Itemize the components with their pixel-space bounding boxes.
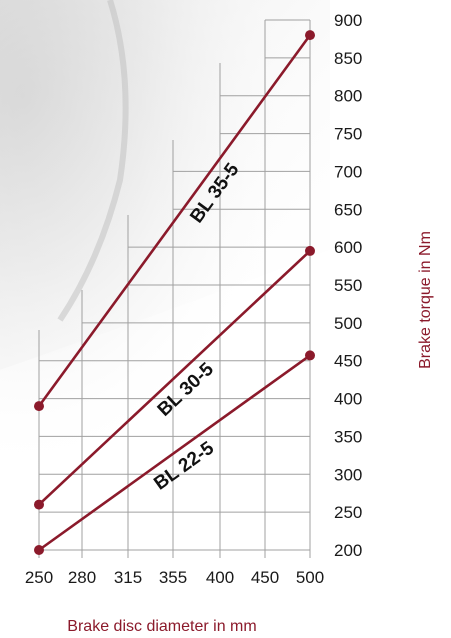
series-point [305, 245, 315, 256]
x-tick-label: 250 [25, 568, 53, 587]
series-point [34, 401, 44, 412]
y-tick-label: 650 [334, 200, 362, 219]
grid [38, 19, 311, 558]
series-line [37, 34, 312, 407]
y-tick-label: 350 [334, 427, 362, 446]
x-tick-label: 355 [159, 568, 187, 587]
y-tick-label: 500 [334, 314, 362, 333]
series-point [305, 30, 315, 41]
y-tick-label: 600 [334, 238, 362, 257]
series-point [34, 499, 44, 510]
series-point [305, 350, 315, 361]
x-tick-label: 500 [296, 568, 324, 587]
series-line [38, 249, 311, 506]
x-tick-label: 450 [251, 568, 279, 587]
x-tick-label: 400 [206, 568, 234, 587]
y-tick-label: 750 [334, 125, 362, 144]
series-lines [34, 30, 315, 555]
y-tick-label: 200 [334, 541, 362, 560]
y-tick-labels: 200 250 300 350 400 450 500 550 600 650 700 750 800 8… [334, 11, 362, 560]
x-axis-title: Brake disc diameter in mm [67, 618, 256, 635]
y-tick-label: 400 [334, 390, 362, 409]
x-tick-label: 280 [68, 568, 96, 587]
series-point [34, 545, 44, 555]
y-tick-label: 300 [334, 465, 362, 484]
y-tick-label: 900 [334, 11, 362, 30]
y-tick-label: 850 [334, 49, 362, 68]
y-axis-title: Brake torque in Nm [417, 231, 434, 369]
y-tick-label: 800 [334, 87, 362, 106]
y-tick-label: 700 [334, 162, 362, 181]
y-tick-label: 250 [334, 503, 362, 522]
x-tick-label: 315 [114, 568, 142, 587]
y-tick-label: 550 [334, 276, 362, 295]
x-tick-labels: 250 280 315 355 400 450 500 [25, 568, 324, 587]
series-line [38, 354, 311, 552]
y-tick-label: 450 [334, 352, 362, 371]
